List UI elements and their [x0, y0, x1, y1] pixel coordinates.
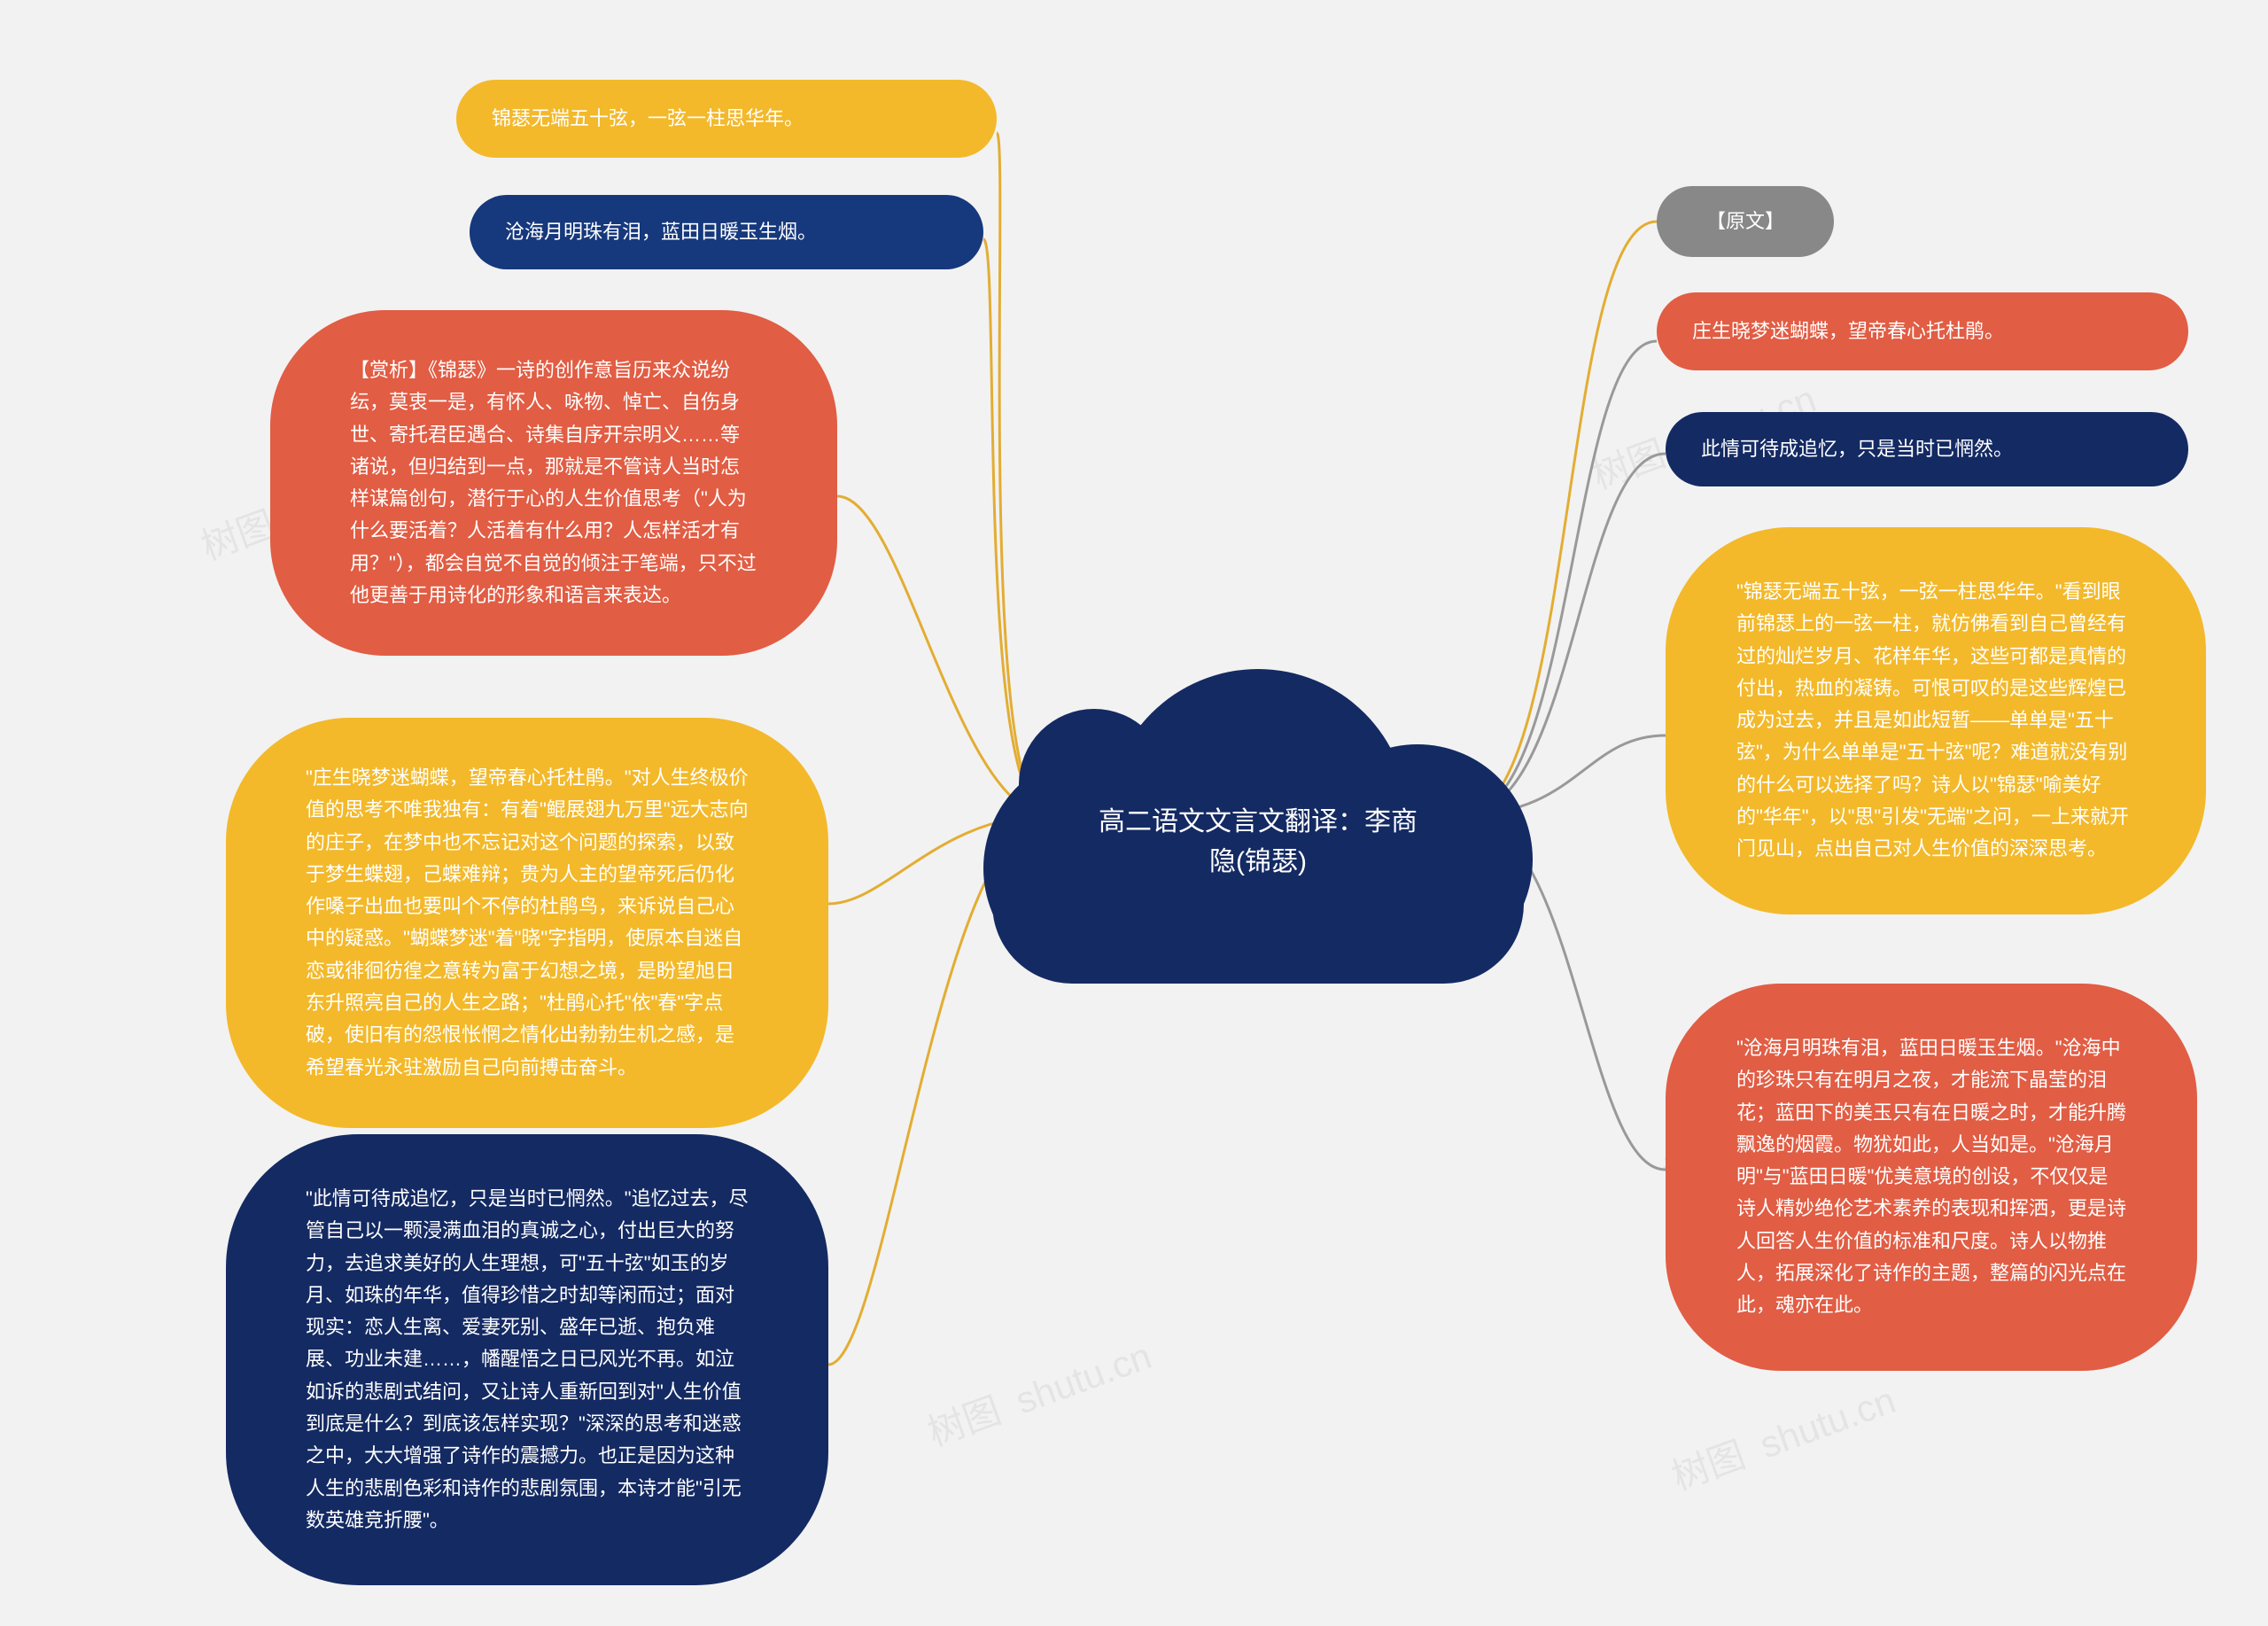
left-node-line2[interactable]: 沧海月明珠有泪，蓝田日暖玉生烟。 — [470, 195, 983, 269]
left-node-analysis-intro[interactable]: 【赏析】《锦瑟》一诗的创作意旨历来众说纷纭，莫衷一是，有怀人、咏物、悼亡、自伤身… — [270, 310, 837, 656]
node-text: 此情可待成追忆，只是当时已惘然。 — [1701, 438, 2013, 460]
watermark-cn: 树图 — [922, 1389, 1006, 1454]
node-text: "庄生晓梦迷蝴蝶，望帝春心托杜鹃。"对人生终极价值的思考不唯我独有：有着"鲲展翅… — [306, 766, 749, 1078]
node-text: "此情可待成追忆，只是当时已惘然。"追忆过去，尽管自己以一颗浸满血泪的真诚之心，… — [306, 1187, 749, 1531]
watermark-en: shutu.cn — [1010, 1334, 1156, 1421]
left-node-line1[interactable]: 锦瑟无端五十弦，一弦一柱思华年。 — [456, 80, 997, 158]
watermark: 树图 shutu.cn — [1664, 1371, 1902, 1502]
left-node-analysis-2[interactable]: "庄生晓梦迷蝴蝶，望帝春心托杜鹃。"对人生终极价值的思考不唯我独有：有着"鲲展翅… — [226, 718, 828, 1128]
right-node-original-line2[interactable]: 此情可待成追忆，只是当时已惘然。 — [1666, 412, 2188, 486]
watermark-cn: 树图 — [1587, 432, 1671, 497]
right-node-explain-1[interactable]: "锦瑟无端五十弦，一弦一柱思华年。"看到眼前锦瑟上的一弦一柱，就仿佛看到自己曾经… — [1666, 527, 2206, 914]
node-text: 庄生晓梦迷蝴蝶，望帝春心托杜鹃。 — [1692, 320, 2004, 342]
node-text: "锦瑟无端五十弦，一弦一柱思华年。"看到眼前锦瑟上的一弦一柱，就仿佛看到自己曾经… — [1736, 580, 2129, 860]
node-text: 锦瑟无端五十弦，一弦一柱思华年。 — [492, 107, 804, 129]
node-text: 【原文】 — [1706, 210, 1784, 232]
center-topic[interactable]: 高二语文文言文翻译：李商隐(锦瑟) — [992, 656, 1524, 984]
watermark-cn: 树图 — [196, 503, 280, 568]
node-text: 【赏析】《锦瑟》一诗的创作意旨历来众说纷纭，莫衷一是，有怀人、咏物、悼亡、自伤身… — [350, 359, 757, 606]
node-text: 沧海月明珠有泪，蓝田日暖玉生烟。 — [505, 221, 817, 243]
watermark: 树图 shutu.cn — [920, 1326, 1158, 1458]
center-title: 高二语文文言文翻译：李商隐(锦瑟) — [992, 802, 1524, 882]
left-node-analysis-3[interactable]: "此情可待成追忆，只是当时已惘然。"追忆过去，尽管自己以一颗浸满血泪的真诚之心，… — [226, 1134, 828, 1585]
right-node-original-header[interactable]: 【原文】 — [1657, 186, 1834, 257]
right-node-original-line1[interactable]: 庄生晓梦迷蝴蝶，望帝春心托杜鹃。 — [1657, 292, 2188, 370]
watermark-en: shutu.cn — [1754, 1379, 1900, 1466]
node-text: "沧海月明珠有泪，蓝田日暖玉生烟。"沧海中的珍珠只有在明月之夜，才能流下晶莹的泪… — [1736, 1037, 2126, 1316]
watermark-cn: 树图 — [1666, 1434, 1751, 1498]
right-node-explain-2[interactable]: "沧海月明珠有泪，蓝田日暖玉生烟。"沧海中的珍珠只有在明月之夜，才能流下晶莹的泪… — [1666, 984, 2197, 1371]
